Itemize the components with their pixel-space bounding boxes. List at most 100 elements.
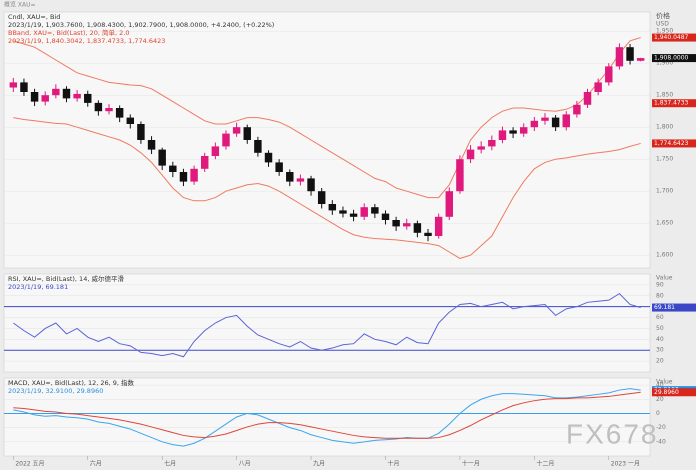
candle-body [349, 213, 358, 217]
x-tick-label: 十二月 [536, 460, 554, 468]
candle-body [509, 130, 517, 134]
panel [3, 273, 651, 373]
candle-body [466, 149, 475, 160]
candle-body [541, 117, 549, 121]
candle-body [456, 159, 464, 192]
candle-body [275, 162, 283, 172]
value-tag [652, 303, 696, 312]
y-tick-label: 0 [656, 410, 660, 417]
legend-text: MACD, XAU=, Bid(Last), 12, 26, 9, 指数 [8, 378, 135, 387]
candle-body [392, 220, 400, 227]
candle-body [200, 156, 209, 169]
value-tag-label: 1,774.6423 [654, 140, 689, 147]
y-tick-label: 90 [656, 281, 664, 288]
candle-body [94, 102, 103, 112]
candle-body [41, 95, 49, 102]
legend-text: 2023/1/19, 1,840.3042, 1,837.4733, 1,774… [8, 37, 165, 45]
y-tick-label: 40 [656, 382, 664, 389]
axis-unit: Value [656, 275, 673, 282]
candle-body [9, 82, 18, 88]
candle-body [286, 172, 294, 182]
value-tag [652, 99, 696, 108]
y-tick-label: 20 [656, 396, 664, 403]
candle-body [169, 165, 177, 172]
panel [3, 11, 651, 269]
y-tick-label: 1,650 [656, 220, 673, 227]
y-tick-label: 1,600 [656, 252, 673, 259]
x-tick-label: 七月 [164, 460, 176, 468]
candle-body [381, 213, 390, 220]
x-tick-label: 八月 [239, 461, 251, 468]
indicator-line [13, 391, 641, 439]
candle-body [445, 191, 454, 217]
candle-body [371, 207, 379, 214]
y-tick-label: 1,850 [656, 92, 673, 99]
candle-body [30, 92, 39, 102]
x-tick-label: 九月 [313, 460, 325, 468]
value-tag-label: 1,837.4733 [654, 100, 689, 107]
axis-unit: USD [656, 21, 669, 28]
candle-body [52, 88, 60, 96]
legend-text: Cndl, XAU=, Bid [8, 13, 60, 21]
x-tick-label: 十一月 [462, 460, 480, 468]
candle-body [137, 124, 145, 140]
candle-body [190, 168, 198, 182]
candle-body [605, 66, 613, 83]
y-tick-label: 40 [656, 336, 664, 343]
x-tick-label: 六月 [90, 460, 102, 468]
axis-label: 价格 [656, 11, 670, 20]
y-tick-label: 1,750 [656, 156, 673, 163]
legend-text: 2023/1/19, 1,903.7600, 1,908.4300, 1,902… [8, 21, 274, 29]
candle-body [105, 108, 113, 112]
bollinger-band [13, 117, 641, 259]
candle-body [222, 133, 230, 147]
value-tag-label: 29.8960 [654, 389, 679, 396]
candle-body [179, 172, 188, 182]
axis-unit: Value [656, 379, 673, 386]
y-tick-label: 80 [656, 292, 664, 299]
candle-body [147, 140, 156, 150]
y-tick-label: -20 [656, 424, 666, 431]
candle-body [296, 178, 305, 182]
candle-body [232, 127, 241, 134]
x-tick-label: 2022 五月 [15, 461, 44, 468]
indicator-line [13, 388, 641, 447]
y-tick-label: 1,900 [656, 60, 673, 67]
candle-body [254, 140, 262, 153]
y-tick-label: 30 [656, 347, 664, 354]
candle-body [403, 223, 411, 227]
candle-body [424, 232, 432, 236]
candle-body [615, 47, 624, 67]
candle-body [413, 223, 422, 233]
candle-body [73, 93, 81, 99]
candle-body [434, 216, 443, 236]
legend-text: RSI, XAU=, Bid(Last), 14, 威尔德平滑 [8, 274, 124, 283]
bollinger-band [13, 37, 641, 199]
candle-body [84, 93, 92, 103]
candle-body [158, 149, 166, 166]
candle-body [126, 117, 135, 124]
candle-body [328, 204, 337, 211]
value-tag-label: 69.181 [654, 304, 675, 311]
candle-body [498, 130, 507, 140]
y-tick-label: 60 [656, 314, 664, 321]
candle-body [636, 58, 645, 61]
candle-body [583, 92, 592, 105]
value-tag [652, 388, 696, 397]
candle-body [519, 127, 528, 134]
candle-body [626, 47, 634, 61]
y-tick-label: -40 [656, 438, 666, 445]
candle-body [264, 152, 273, 163]
candle-body [115, 108, 124, 118]
candle-body [488, 140, 496, 147]
legend-text: BBand, XAU=, Bid(Last), 20, 简单, 2.0 [8, 28, 130, 37]
x-tick-label: 十月 [387, 460, 399, 468]
candle-body [307, 178, 315, 192]
candle-body [530, 120, 539, 128]
value-tag-label: 1,940.0487 [654, 34, 689, 41]
candle-body [551, 117, 560, 128]
candle-body [20, 82, 28, 92]
y-tick-label: 1,800 [656, 124, 673, 131]
candle-body [573, 104, 581, 115]
